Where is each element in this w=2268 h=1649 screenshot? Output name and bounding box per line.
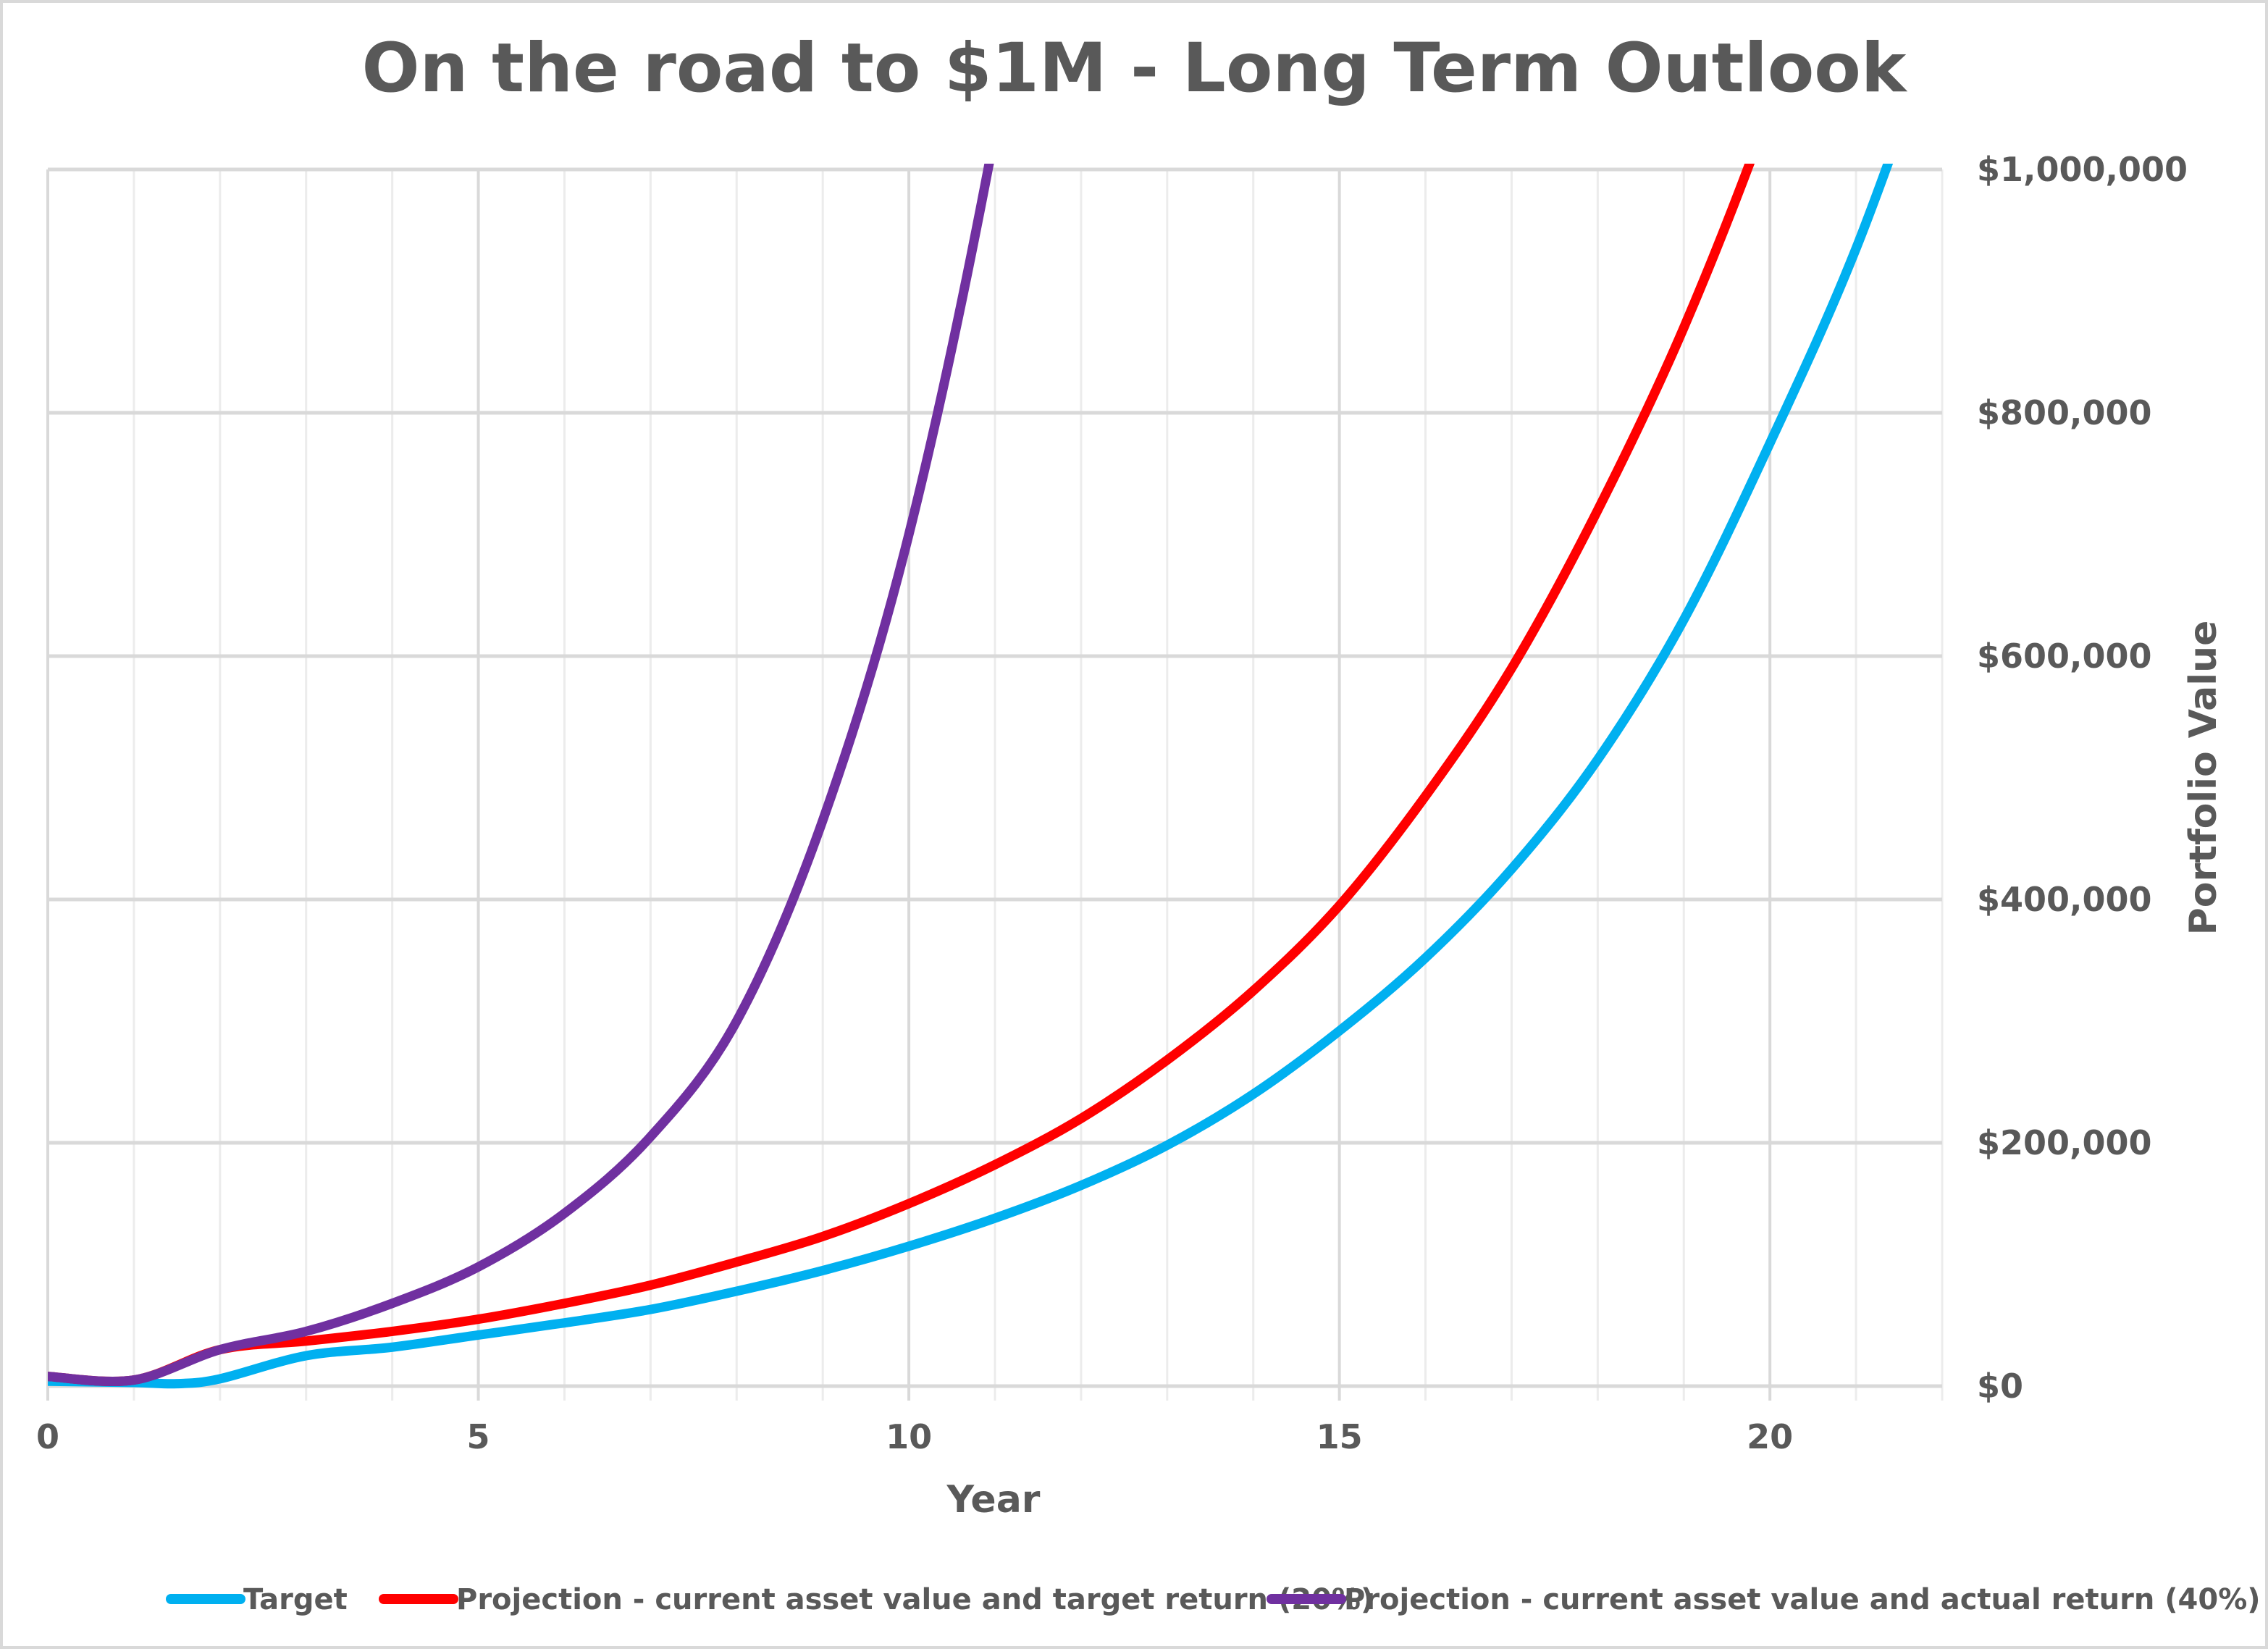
y-axis-ticks: $0 $200,000 $400,000 $600,000 $800,000 $1,000… bbox=[1977, 150, 2188, 1406]
series-line-1 bbox=[48, 164, 1894, 1389]
gridlines bbox=[46, 167, 1944, 1401]
y-tick-label: $0 bbox=[1977, 1367, 2023, 1406]
x-axis-ticks: 0 5 10 15 20 bbox=[36, 1417, 1793, 1456]
legend-label: Projection - current asset value and tar… bbox=[456, 1583, 1374, 1616]
x-axis-label: Year bbox=[946, 1478, 1041, 1522]
x-tick-label: 15 bbox=[1316, 1417, 1363, 1456]
legend-label: Projection - current asset value and act… bbox=[1344, 1583, 2261, 1616]
y-tick-label: $800,000 bbox=[1977, 393, 2152, 432]
y-tick-label: $1,000,000 bbox=[1977, 150, 2188, 189]
series-line-2 bbox=[48, 164, 1755, 1386]
chart-title: On the road to $1M - Long Term Outlook bbox=[362, 29, 1908, 108]
x-tick-label: 5 bbox=[467, 1417, 490, 1456]
series-line-3 bbox=[48, 164, 994, 1386]
x-tick-label: 0 bbox=[36, 1417, 59, 1456]
y-axis-label: Portfolio Value bbox=[2182, 621, 2225, 936]
y-tick-label: $600,000 bbox=[1977, 637, 2152, 676]
y-tick-label: $400,000 bbox=[1977, 880, 2152, 919]
y-tick-label: $200,000 bbox=[1977, 1123, 2152, 1162]
x-tick-label: 20 bbox=[1747, 1417, 1793, 1456]
legend: Target Projection - current asset value a… bbox=[166, 1583, 2261, 1616]
legend-label: Target bbox=[243, 1583, 348, 1616]
series-lines bbox=[48, 164, 1894, 1389]
x-tick-label: 10 bbox=[886, 1417, 932, 1456]
